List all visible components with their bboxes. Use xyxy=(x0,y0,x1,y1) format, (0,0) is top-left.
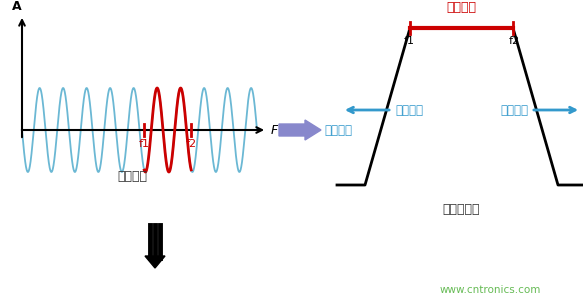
Text: 抑制频段: 抑制频段 xyxy=(500,105,528,118)
FancyArrow shape xyxy=(279,120,321,140)
Polygon shape xyxy=(145,256,165,268)
Text: f2: f2 xyxy=(185,139,196,149)
Text: 工作频段: 工作频段 xyxy=(447,1,476,14)
Text: 滤波器响应: 滤波器响应 xyxy=(442,203,480,216)
Text: F: F xyxy=(271,125,278,137)
Text: 抑制频段: 抑制频段 xyxy=(395,105,423,118)
Text: www.cntronics.com: www.cntronics.com xyxy=(440,285,540,295)
Text: 原始信号: 原始信号 xyxy=(117,170,147,183)
Text: 抑制频段: 抑制频段 xyxy=(324,125,352,137)
Text: f1: f1 xyxy=(403,36,415,46)
Text: f2: f2 xyxy=(508,36,519,46)
Text: A: A xyxy=(12,0,22,13)
Text: f1: f1 xyxy=(139,139,150,149)
